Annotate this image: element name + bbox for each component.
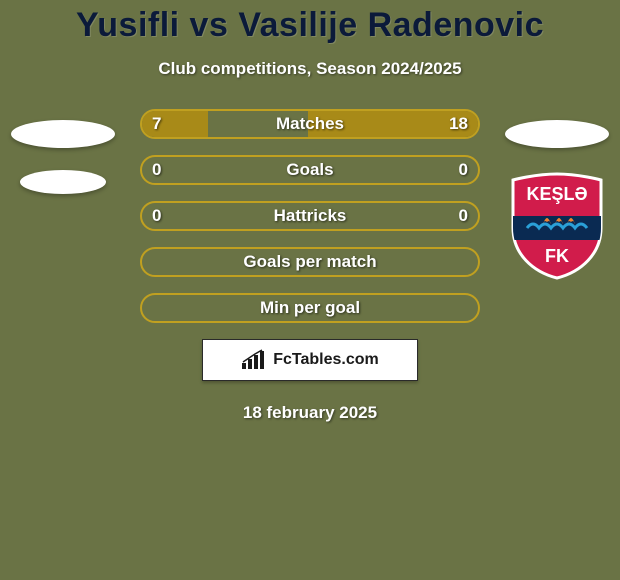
stat-bar [140,247,480,277]
stat-row: Goals per match [140,247,480,277]
page-subtitle: Club competitions, Season 2024/2025 [0,59,620,79]
footer-brand-text: FcTables.com [273,351,379,369]
stat-bar-right [308,111,478,137]
footer-date: 18 february 2025 [0,403,620,423]
footer-brand-badge: FcTables.com [202,339,418,381]
stats-container: 718Matches 00Goals 00Hattricks Goals per ma… [0,109,620,323]
stat-bar [140,155,480,185]
stat-row: Min per goal [140,293,480,323]
bar-chart-icon [241,349,267,371]
stat-row: 00Goals [140,155,480,185]
stat-bar [140,201,480,231]
page-title: Yusifli vs Vasilije Radenovic [0,0,620,45]
stat-row: 00Hattricks [140,201,480,231]
stat-bar [140,293,480,323]
stat-row: 718Matches [140,109,480,139]
stat-bar [140,109,480,139]
stat-bar-left [142,111,208,137]
